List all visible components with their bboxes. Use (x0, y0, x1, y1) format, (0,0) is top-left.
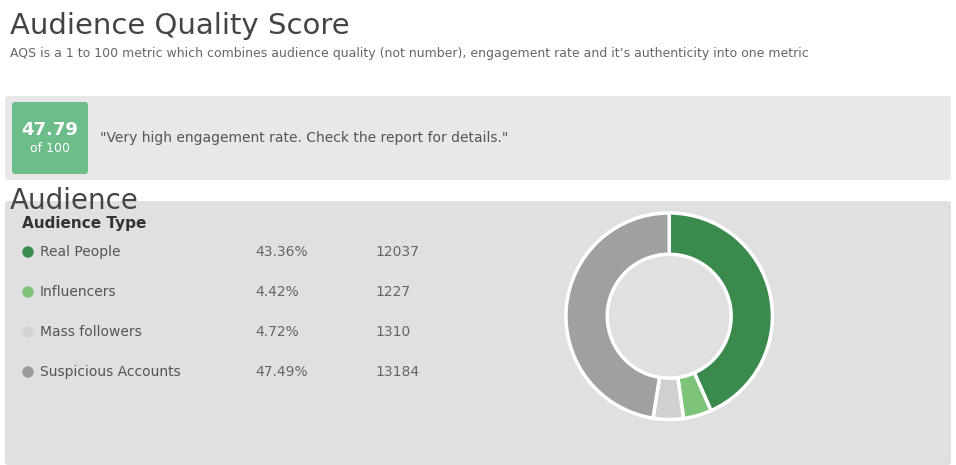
Text: 1227: 1227 (375, 285, 410, 299)
Wedge shape (678, 373, 711, 418)
Text: "Very high engagement rate. Check the report for details.": "Very high engagement rate. Check the re… (100, 131, 509, 145)
Text: 47.79: 47.79 (22, 121, 78, 139)
Circle shape (23, 367, 33, 377)
Text: 4.42%: 4.42% (255, 285, 298, 299)
Wedge shape (566, 213, 669, 418)
FancyBboxPatch shape (12, 102, 88, 174)
Text: 1310: 1310 (375, 325, 410, 339)
Text: Suspicious Accounts: Suspicious Accounts (40, 365, 181, 379)
Text: Influencers: Influencers (40, 285, 117, 299)
Text: 43.36%: 43.36% (255, 245, 308, 259)
Text: of 100: of 100 (30, 141, 70, 154)
Text: Audience Quality Score: Audience Quality Score (10, 12, 350, 40)
Text: AQS is a 1 to 100 metric which combines audience quality (not number), engagemen: AQS is a 1 to 100 metric which combines … (10, 47, 809, 60)
Text: 12037: 12037 (375, 245, 419, 259)
Wedge shape (653, 378, 684, 419)
Circle shape (23, 287, 33, 297)
Text: 13184: 13184 (375, 365, 419, 379)
Text: 4.72%: 4.72% (255, 325, 298, 339)
Wedge shape (669, 213, 772, 411)
Text: Audience Type: Audience Type (22, 216, 146, 231)
Text: Audience: Audience (10, 187, 139, 215)
Circle shape (23, 247, 33, 257)
FancyBboxPatch shape (5, 96, 951, 180)
Text: Real People: Real People (40, 245, 120, 259)
Circle shape (23, 327, 33, 337)
FancyBboxPatch shape (5, 201, 951, 465)
Text: 47.49%: 47.49% (255, 365, 308, 379)
Text: Mass followers: Mass followers (40, 325, 141, 339)
